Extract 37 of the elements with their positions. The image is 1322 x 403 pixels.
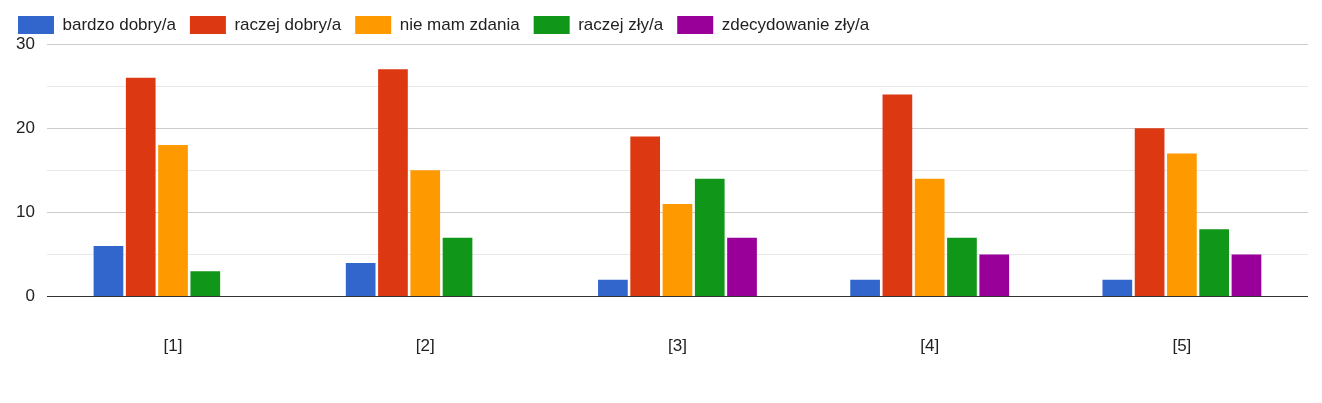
bar — [1199, 229, 1230, 297]
y-tick-label: 10 — [15, 202, 35, 222]
bar — [345, 262, 376, 297]
bar — [1231, 254, 1262, 297]
bar — [694, 178, 725, 297]
bar — [378, 69, 408, 297]
bar — [1167, 153, 1197, 297]
bar — [979, 254, 1010, 297]
legend-label: nie mam zdania — [399, 14, 521, 34]
bar — [727, 237, 757, 297]
bar — [1134, 128, 1165, 297]
bar — [410, 170, 441, 297]
legend-label: raczej zły/a — [578, 14, 664, 34]
x-tick-label: [2] — [415, 336, 435, 356]
bar — [190, 271, 221, 297]
y-tick-label: 30 — [15, 33, 35, 53]
legend-label: bardzo dobry/a — [62, 14, 177, 34]
x-tick-label: [4] — [920, 336, 940, 356]
x-tick-label: [1] — [163, 336, 183, 356]
bar — [630, 136, 661, 297]
bar — [914, 178, 945, 297]
bar — [662, 203, 693, 297]
legend-label: raczej dobry/a — [234, 14, 342, 34]
bar — [442, 237, 473, 297]
y-tick-label: 0 — [25, 286, 35, 306]
x-tick-label: [5] — [1172, 336, 1192, 356]
bar — [158, 145, 188, 297]
bar — [947, 237, 977, 297]
legend-label: zdecydowanie zły/a — [721, 14, 870, 34]
x-tick-label: [3] — [668, 336, 687, 356]
y-tick-label: 20 — [15, 117, 35, 137]
bar — [125, 77, 156, 297]
bar — [1102, 279, 1133, 297]
bar — [850, 279, 880, 297]
bar — [882, 94, 913, 297]
bar — [598, 279, 628, 297]
bar — [93, 246, 124, 297]
